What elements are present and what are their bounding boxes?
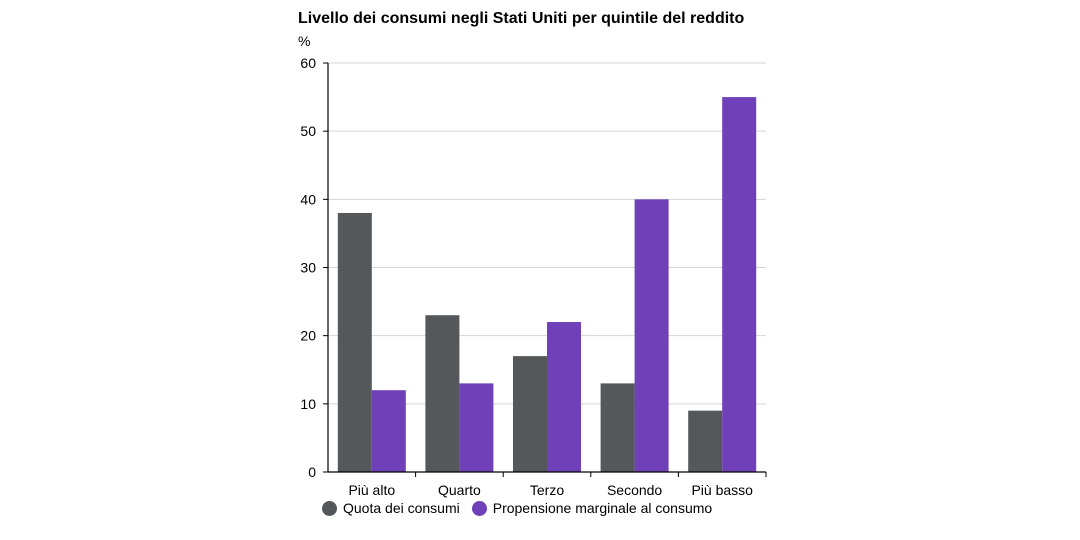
y-tick-label: 30 (300, 260, 316, 276)
y-tick-label: 40 (300, 191, 316, 207)
y-tick-label: 10 (300, 396, 316, 412)
legend-swatch-quota (322, 500, 337, 516)
bar (722, 97, 757, 472)
y-tick-label: 0 (308, 464, 316, 480)
bar (425, 315, 460, 472)
x-tick-label: Più basso (691, 482, 753, 498)
bar (600, 383, 635, 472)
x-tick-label: Terzo (530, 482, 564, 498)
legend-swatch-propensione (471, 500, 487, 516)
chart-title: Livello dei consumi negli Stati Uniti pe… (298, 10, 745, 27)
legend-item-quota: Quota dei consumi (322, 500, 460, 516)
y-tick-label: 20 (300, 328, 316, 344)
y-tick-label: 50 (300, 123, 316, 139)
legend-label-quota: Quota dei consumi (343, 500, 460, 516)
legend-item-propensione: Propensione marginale al consumo (471, 500, 713, 516)
x-tick-label: Secondo (607, 482, 662, 498)
bar (634, 199, 669, 473)
x-tick-label: Più alto (348, 482, 395, 498)
bar (371, 390, 406, 472)
legend-label-propensione: Propensione marginale al consumo (492, 500, 713, 516)
bar (337, 212, 372, 472)
bar (688, 410, 723, 472)
bar (547, 322, 581, 472)
y-axis-unit-label: % (298, 33, 311, 49)
bar (513, 356, 547, 472)
bar (459, 383, 494, 472)
x-tick-label: Quarto (438, 482, 481, 498)
y-tick-label: 60 (300, 55, 316, 71)
legend: Quota dei consumi Propensione marginale … (322, 500, 724, 516)
